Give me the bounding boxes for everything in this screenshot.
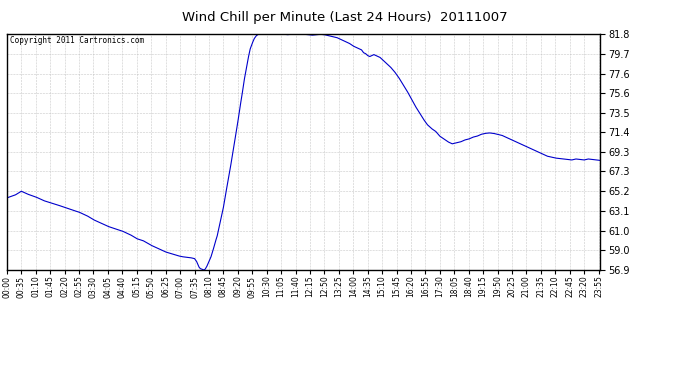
Text: Wind Chill per Minute (Last 24 Hours)  20111007: Wind Chill per Minute (Last 24 Hours) 20… bbox=[182, 11, 508, 24]
Text: Copyright 2011 Cartronics.com: Copyright 2011 Cartronics.com bbox=[10, 36, 144, 45]
